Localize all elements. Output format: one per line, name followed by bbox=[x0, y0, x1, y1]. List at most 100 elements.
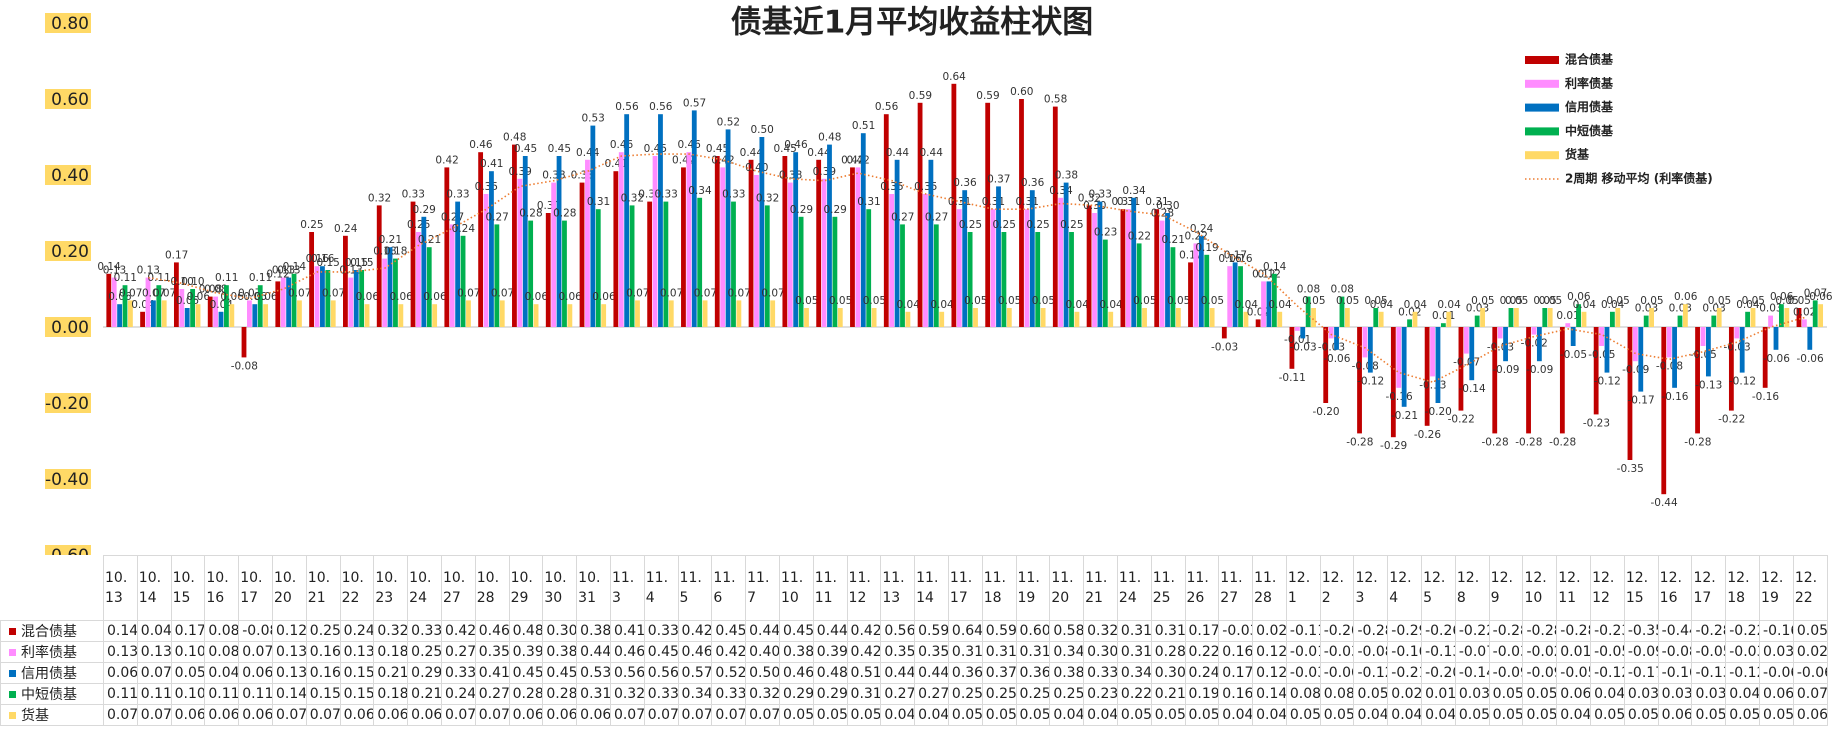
table-value: 0.11 bbox=[103, 683, 138, 705]
bar bbox=[444, 167, 450, 327]
data-label: 0.28 bbox=[519, 208, 542, 220]
bar bbox=[545, 213, 551, 327]
bar bbox=[1463, 327, 1469, 354]
table-value: 0.44 bbox=[812, 620, 848, 642]
data-label: 0.17 bbox=[1224, 249, 1247, 261]
table-value: 0.04 bbox=[136, 620, 172, 642]
data-label: 0.07 bbox=[626, 287, 649, 299]
bar bbox=[1024, 209, 1030, 327]
bar bbox=[714, 156, 720, 327]
bar bbox=[1390, 327, 1396, 438]
y-tick-label: 0.80 bbox=[51, 14, 89, 34]
bar bbox=[1565, 323, 1571, 327]
category-label: 11.13 bbox=[880, 555, 916, 621]
bar bbox=[522, 156, 528, 327]
data-label: 0.05 bbox=[1302, 295, 1325, 307]
bar bbox=[1396, 327, 1402, 388]
table-value: 0.05 bbox=[1759, 704, 1794, 726]
table-value: 0.24 bbox=[339, 620, 375, 642]
category-label: 10.13 bbox=[103, 555, 138, 621]
data-label: 0.06 bbox=[1674, 291, 1698, 303]
bar bbox=[478, 152, 484, 327]
bar bbox=[1716, 308, 1722, 327]
bar bbox=[590, 125, 596, 327]
data-label: 0.05 bbox=[1533, 295, 1556, 307]
data-label: 0.53 bbox=[581, 113, 604, 125]
table-value: 0.34 bbox=[1049, 641, 1085, 663]
bar bbox=[1300, 327, 1306, 339]
table-value: 0.16 bbox=[1218, 683, 1254, 705]
row-header: 货基 bbox=[0, 704, 104, 726]
table-value: 0.06 bbox=[238, 662, 273, 684]
table-value: 0.02 bbox=[1387, 683, 1423, 705]
data-label: 0.04 bbox=[1066, 299, 1090, 311]
bar bbox=[320, 266, 325, 327]
data-label: 0.59 bbox=[909, 90, 932, 102]
data-label: 0.31 bbox=[1112, 196, 1135, 208]
bar bbox=[421, 216, 427, 327]
data-label: 0.14 bbox=[1263, 261, 1287, 273]
legend-key bbox=[9, 628, 16, 635]
table-value: 0.31 bbox=[981, 641, 1017, 663]
bar bbox=[1289, 327, 1295, 369]
bar bbox=[1768, 315, 1773, 327]
data-label: 0.44 bbox=[740, 147, 764, 159]
table-value: 0.11 bbox=[204, 683, 240, 705]
table-value: 0.38 bbox=[1049, 662, 1085, 684]
data-label: 0.04 bbox=[1573, 299, 1597, 311]
bar bbox=[1323, 327, 1329, 403]
table-value: 0.31 bbox=[846, 683, 882, 705]
table-value: 0.36 bbox=[1015, 662, 1051, 684]
data-label: -0.05 bbox=[1560, 349, 1587, 361]
table-value: -0.11 bbox=[1285, 620, 1321, 642]
table-value: -0.21 bbox=[1387, 662, 1423, 684]
data-label: 0.04 bbox=[1404, 299, 1428, 311]
data-label: 0.31 bbox=[587, 196, 610, 208]
bar bbox=[1344, 308, 1350, 327]
table-value: -0.06 bbox=[1759, 662, 1794, 684]
bar bbox=[432, 304, 438, 327]
category-label: 12.22 bbox=[1792, 555, 1828, 621]
table-value: -0.16 bbox=[1759, 620, 1794, 642]
data-label: 0.25 bbox=[959, 219, 982, 231]
bar bbox=[140, 311, 145, 327]
bar bbox=[416, 232, 421, 327]
data-label: 0.45 bbox=[644, 143, 667, 155]
bar bbox=[1102, 239, 1108, 327]
data-label: 0.10 bbox=[181, 276, 204, 288]
bar bbox=[151, 300, 156, 327]
data-label: 0.41 bbox=[480, 158, 503, 170]
table-value: 0.05 bbox=[846, 704, 882, 726]
data-label: 0.42 bbox=[846, 154, 869, 166]
data-label: 0.29 bbox=[823, 204, 846, 216]
data-label: 0.04 bbox=[1099, 299, 1123, 311]
row-header: 利率债基 bbox=[0, 641, 104, 663]
table-value: 0.07 bbox=[136, 704, 172, 726]
data-label: 0.37 bbox=[987, 173, 1010, 185]
table-value: 0.45 bbox=[542, 662, 578, 684]
data-label: -0.03 bbox=[1723, 341, 1750, 353]
y-tick-highlight bbox=[45, 165, 91, 185]
bar bbox=[697, 197, 703, 327]
table-row: 混合债基0.140.040.170.08-0.080.120.250.240.3… bbox=[0, 620, 1828, 642]
row-header: 中短债基 bbox=[0, 683, 104, 705]
bar bbox=[1175, 308, 1181, 327]
bar bbox=[1204, 254, 1210, 327]
table-value: 0.01 bbox=[1556, 641, 1592, 663]
bar bbox=[1271, 273, 1277, 327]
table-value: 0.56 bbox=[880, 620, 916, 642]
row-header: 混合债基 bbox=[0, 620, 104, 642]
category-label: 12.19 bbox=[1759, 555, 1794, 621]
bar bbox=[1170, 247, 1176, 327]
table-value: 0.27 bbox=[880, 683, 916, 705]
category-label: 10.27 bbox=[440, 555, 476, 621]
bar bbox=[1165, 213, 1170, 327]
data-label: 0.06 bbox=[592, 291, 616, 303]
data-label: 0.51 bbox=[852, 120, 875, 132]
table-value: -0.03 bbox=[1218, 620, 1254, 642]
bar bbox=[128, 300, 133, 327]
bar bbox=[1440, 323, 1446, 327]
table-value: 0.50 bbox=[745, 662, 780, 684]
data-label: 0.56 bbox=[649, 101, 673, 113]
bar bbox=[161, 300, 167, 327]
